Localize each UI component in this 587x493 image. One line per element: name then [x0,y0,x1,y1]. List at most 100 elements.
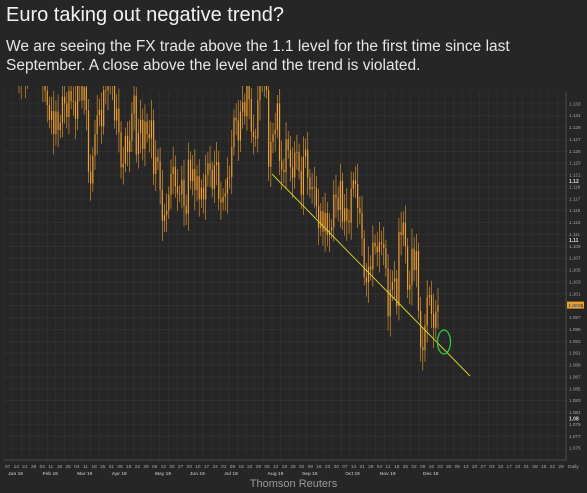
candle-body [302,156,305,195]
x-tick-label: 15 [541,464,547,470]
candle-body [289,150,291,168]
x-tick-label: 29 [256,464,262,470]
candle-body [350,188,352,223]
candle-body [383,243,385,249]
candle-body [407,246,409,290]
candle-body [424,325,426,351]
y-tick-label: 1.133 [569,101,581,106]
y-tick-label: 1.113 [569,220,581,225]
candle-body [159,161,161,190]
candle-body [222,196,224,203]
candle-body [402,222,404,236]
candle-body [77,86,79,119]
candle-body [107,86,109,91]
y-tick-label: 1.115 [569,208,581,213]
candle-body [324,213,326,232]
candle-body [268,90,270,167]
x-tick-label: 03 [187,464,193,470]
candle-body [252,131,255,138]
candle-body [196,176,198,190]
candle-body [153,120,155,174]
x-tick-label: 22 [247,464,253,470]
x-tick-label: 14 [351,464,357,470]
x-tick-label: 08 [117,464,123,470]
x-tick-label: 27 [178,464,184,470]
candle-body [194,169,196,190]
source-credit: Thomson Reuters [249,478,338,490]
candle-body [409,284,411,290]
x-tick-label: 10 [195,464,201,470]
x-tick-label: 17 [506,464,512,470]
x-tick-label: 09 [420,464,426,470]
x-month-label: Jun 19 [190,471,206,477]
y-axis: 1.133 1.131 1.129 1.127 1.125 1.123 1.121 1.119… [565,92,581,460]
x-tick-label: 25 [66,464,72,470]
candle-body [209,163,211,170]
candle-body [176,186,179,194]
candle-body [157,157,159,162]
candle-body [354,180,357,184]
candle-body [335,194,337,198]
candle-body [85,87,87,111]
y-tick-label: 1.087 [569,374,581,379]
y-tick-label: 1.103 [569,279,581,284]
x-tick-label: 06 [455,464,461,470]
candle-body [378,242,380,253]
y-tick-label: 1.079 [569,422,581,427]
y-tick-label: 1.111 [569,232,580,237]
x-month-label: Oct 19 [345,471,360,477]
y-tick-label: 1.105 [569,268,581,273]
candle-body [274,129,276,135]
y-tick-label: 1.101 [569,291,581,296]
x-month-label: Nov 19 [380,471,396,477]
x-tick-label: 21 [22,464,28,470]
candle-body [237,120,239,141]
downtrend-line [271,173,471,377]
candle-body [44,86,46,91]
candle-body [437,305,439,312]
x-tick-label: 11 [83,464,88,470]
y-tick-label: 1.107 [569,256,581,261]
candle-body [374,242,376,247]
candle-body [198,176,200,200]
candle-body [298,151,300,171]
x-axis: 07 14 21 28 04 11 18 25 04 11 18 25 01 08 15 22 29 06 13 20… [4,459,579,477]
candle-body [168,194,170,211]
candle-body [116,108,118,121]
x-tick-label: 24 [515,464,521,470]
x-tick-label: 13 [463,464,469,470]
x-tick-label: 14 [14,464,20,470]
candle-body [346,208,348,221]
candle-body [304,149,307,157]
x-tick-label: 03 [489,464,495,470]
candle-body [105,90,107,92]
candle-body [207,163,209,176]
y-tick-label: 1.081 [569,410,581,415]
grid [3,92,566,460]
annotation-layer: 1.0991 [271,173,584,377]
candle-body [372,242,374,270]
candle-body [64,96,66,104]
candle-body [435,311,437,328]
x-tick-label: 04 [74,464,80,470]
x-tick-label: 13 [161,464,167,470]
candle-body [257,100,259,139]
candle-body [187,159,189,214]
candle-body [344,208,346,222]
y-tick-label: 1.075 [569,446,581,451]
chart-subtitle: We are seeing the FX trade above the 1.1… [6,38,510,74]
candle-body [339,181,341,211]
candle-body [322,211,324,232]
candle-body [98,109,100,116]
candle-body [239,111,242,141]
candle-body [146,121,148,135]
x-tick-label: 25 [403,464,409,470]
candle-body [348,220,350,223]
candle-body [226,177,229,194]
candle-body [83,87,85,101]
x-tick-label: 20 [169,464,175,470]
candle-body [333,194,335,228]
candle-body [380,242,383,244]
candle-body [81,86,83,101]
x-tick-label: 21 [359,464,365,470]
